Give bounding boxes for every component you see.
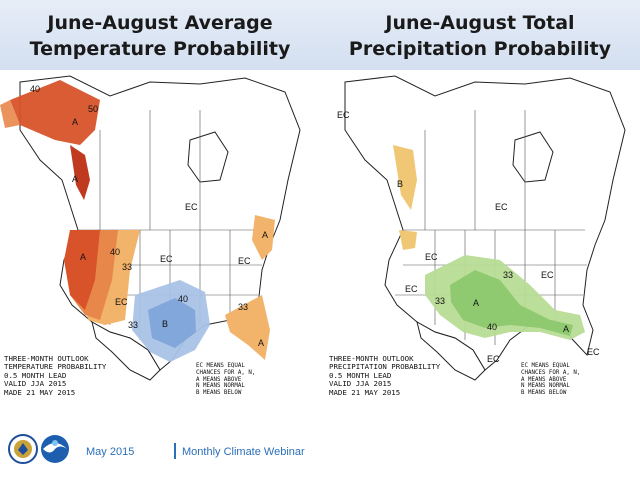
map-label: A xyxy=(80,252,86,262)
map-label: EC xyxy=(541,270,554,280)
caption-line: THREE-MONTH OUTLOOK xyxy=(329,354,414,363)
texas-below-40 xyxy=(148,298,196,348)
map-label: 40 xyxy=(110,247,120,257)
map-label: EC xyxy=(425,252,438,262)
webinar-name: Monthly Climate Webinar xyxy=(182,446,305,458)
webinar-date: May 2015 xyxy=(86,446,135,458)
map-label: EC xyxy=(487,354,500,364)
map-label: 33 xyxy=(503,270,513,280)
northeast-above-33 xyxy=(252,215,275,260)
caption-line: VALID JJA 2015 xyxy=(4,379,67,389)
map-label: B xyxy=(397,179,403,189)
southeast-above-33 xyxy=(225,295,270,360)
mexico-outline xyxy=(416,321,486,381)
west-above-50 xyxy=(64,230,100,310)
precipitation-map-legend: EC MEANS EQUAL CHANCES FOR A, N, A MEANS A… xyxy=(521,363,580,397)
legend-line: N MEANS NORMAL xyxy=(196,383,245,390)
caption-line: PRECIPITATION PROBABILITY xyxy=(329,362,441,372)
map-label: EC xyxy=(115,297,128,307)
precipitation-title-line1: June-August Total xyxy=(385,12,575,34)
map-label: A xyxy=(473,298,479,308)
temperature-map-labels: A 50 40 A A 40 33 EC EC EC EC B 33 40 A … xyxy=(30,84,268,348)
caption-line: THREE-MONTH OUTLOOK xyxy=(4,354,89,363)
northwest-below-33 xyxy=(399,230,417,250)
map-label: EC xyxy=(587,347,600,357)
temperature-title-line1: June-August Average xyxy=(47,12,273,34)
temperature-title: June-August Average Temperature Probabil… xyxy=(0,10,320,62)
map-label: 40 xyxy=(487,322,497,332)
map-label: 40 xyxy=(30,84,40,94)
legend-line: N MEANS NORMAL xyxy=(521,383,570,390)
legend-line: CHANCES FOR A, N, xyxy=(196,369,256,376)
map-label: 50 xyxy=(88,104,98,114)
map-label: A xyxy=(563,324,569,334)
footer xyxy=(0,420,640,480)
legend-line: EC MEANS EQUAL xyxy=(196,363,245,369)
noaa-logo-icon xyxy=(41,435,69,463)
caption-line: VALID JJA 2015 xyxy=(329,379,392,389)
map-label: EC xyxy=(238,256,251,266)
panhandle-above-60 xyxy=(70,145,90,200)
legend-line: A MEANS ABOVE xyxy=(196,376,242,383)
caption-line: 0.5 MONTH LEAD xyxy=(329,370,392,380)
legend-line: EC MEANS EQUAL xyxy=(521,363,570,369)
map-label: EC xyxy=(405,284,418,294)
temperature-outlook-map: A 50 40 A A 40 33 EC EC EC EC B 33 40 A … xyxy=(0,70,310,410)
precipitation-shading xyxy=(393,145,585,340)
map-label: A xyxy=(258,338,264,348)
precipitation-title-line2: Precipitation Probability xyxy=(348,38,612,60)
temperature-title-line2: Temperature Probability xyxy=(29,38,291,60)
panhandle-below-33 xyxy=(393,145,417,210)
legend-line: A MEANS ABOVE xyxy=(521,376,567,383)
precipitation-map-caption: THREE-MONTH OUTLOOK PRECIPITATION PROBABI… xyxy=(329,354,441,397)
commerce-seal-icon xyxy=(8,434,38,464)
map-label: B xyxy=(162,319,168,329)
map-label: EC xyxy=(160,254,173,264)
caption-line: 0.5 MONTH LEAD xyxy=(4,370,67,380)
map-label: EC xyxy=(495,202,508,212)
title-banner: June-August Average Temperature Probabil… xyxy=(0,0,640,70)
caption-line: MADE 21 MAY 2015 xyxy=(4,387,76,397)
caption-line: MADE 21 MAY 2015 xyxy=(329,387,401,397)
temperature-map-legend: EC MEANS EQUAL CHANCES FOR A, N, A MEANS A… xyxy=(196,363,255,397)
central-above-40 xyxy=(450,270,573,336)
map-label: A xyxy=(72,117,78,127)
temperature-shading xyxy=(0,80,275,362)
map-label: 33 xyxy=(122,262,132,272)
map-label: 33 xyxy=(128,320,138,330)
legend-line: B MEANS BELOW xyxy=(521,390,567,397)
temperature-map-svg: A 50 40 A A 40 33 EC EC EC EC B 33 40 A … xyxy=(0,75,301,381)
map-label: A xyxy=(262,230,268,240)
mexico-outline xyxy=(91,321,161,381)
hudson-bay xyxy=(187,131,229,183)
hudson-bay xyxy=(512,131,554,183)
precipitation-map-labels: EC EC EC EC EC EC B A 33 40 33 A EC xyxy=(337,110,600,364)
alaska-above-50 xyxy=(10,80,100,145)
precipitation-title: June-August Total Precipitation Probabil… xyxy=(320,10,640,62)
map-label: EC xyxy=(185,202,198,212)
map-label: 33 xyxy=(238,302,248,312)
precipitation-map-svg: EC EC EC EC EC EC B A 33 40 33 A EC xyxy=(337,75,626,381)
temperature-map-caption: THREE-MONTH OUTLOOK TEMPERATURE PROBABILI… xyxy=(4,354,107,397)
map-label: EC xyxy=(337,110,350,120)
legend-line: CHANCES FOR A, N, xyxy=(521,369,581,376)
map-label: 33 xyxy=(435,296,445,306)
legend-line: B MEANS BELOW xyxy=(196,390,242,397)
precipitation-outlook-map: EC EC EC EC EC EC B A 33 40 33 A EC THRE… xyxy=(325,70,635,410)
map-label: 40 xyxy=(178,294,188,304)
alaska-above-40 xyxy=(0,100,20,128)
footer-divider xyxy=(174,443,176,459)
caption-line: TEMPERATURE PROBABILITY xyxy=(4,362,107,372)
map-label: A xyxy=(72,174,78,184)
